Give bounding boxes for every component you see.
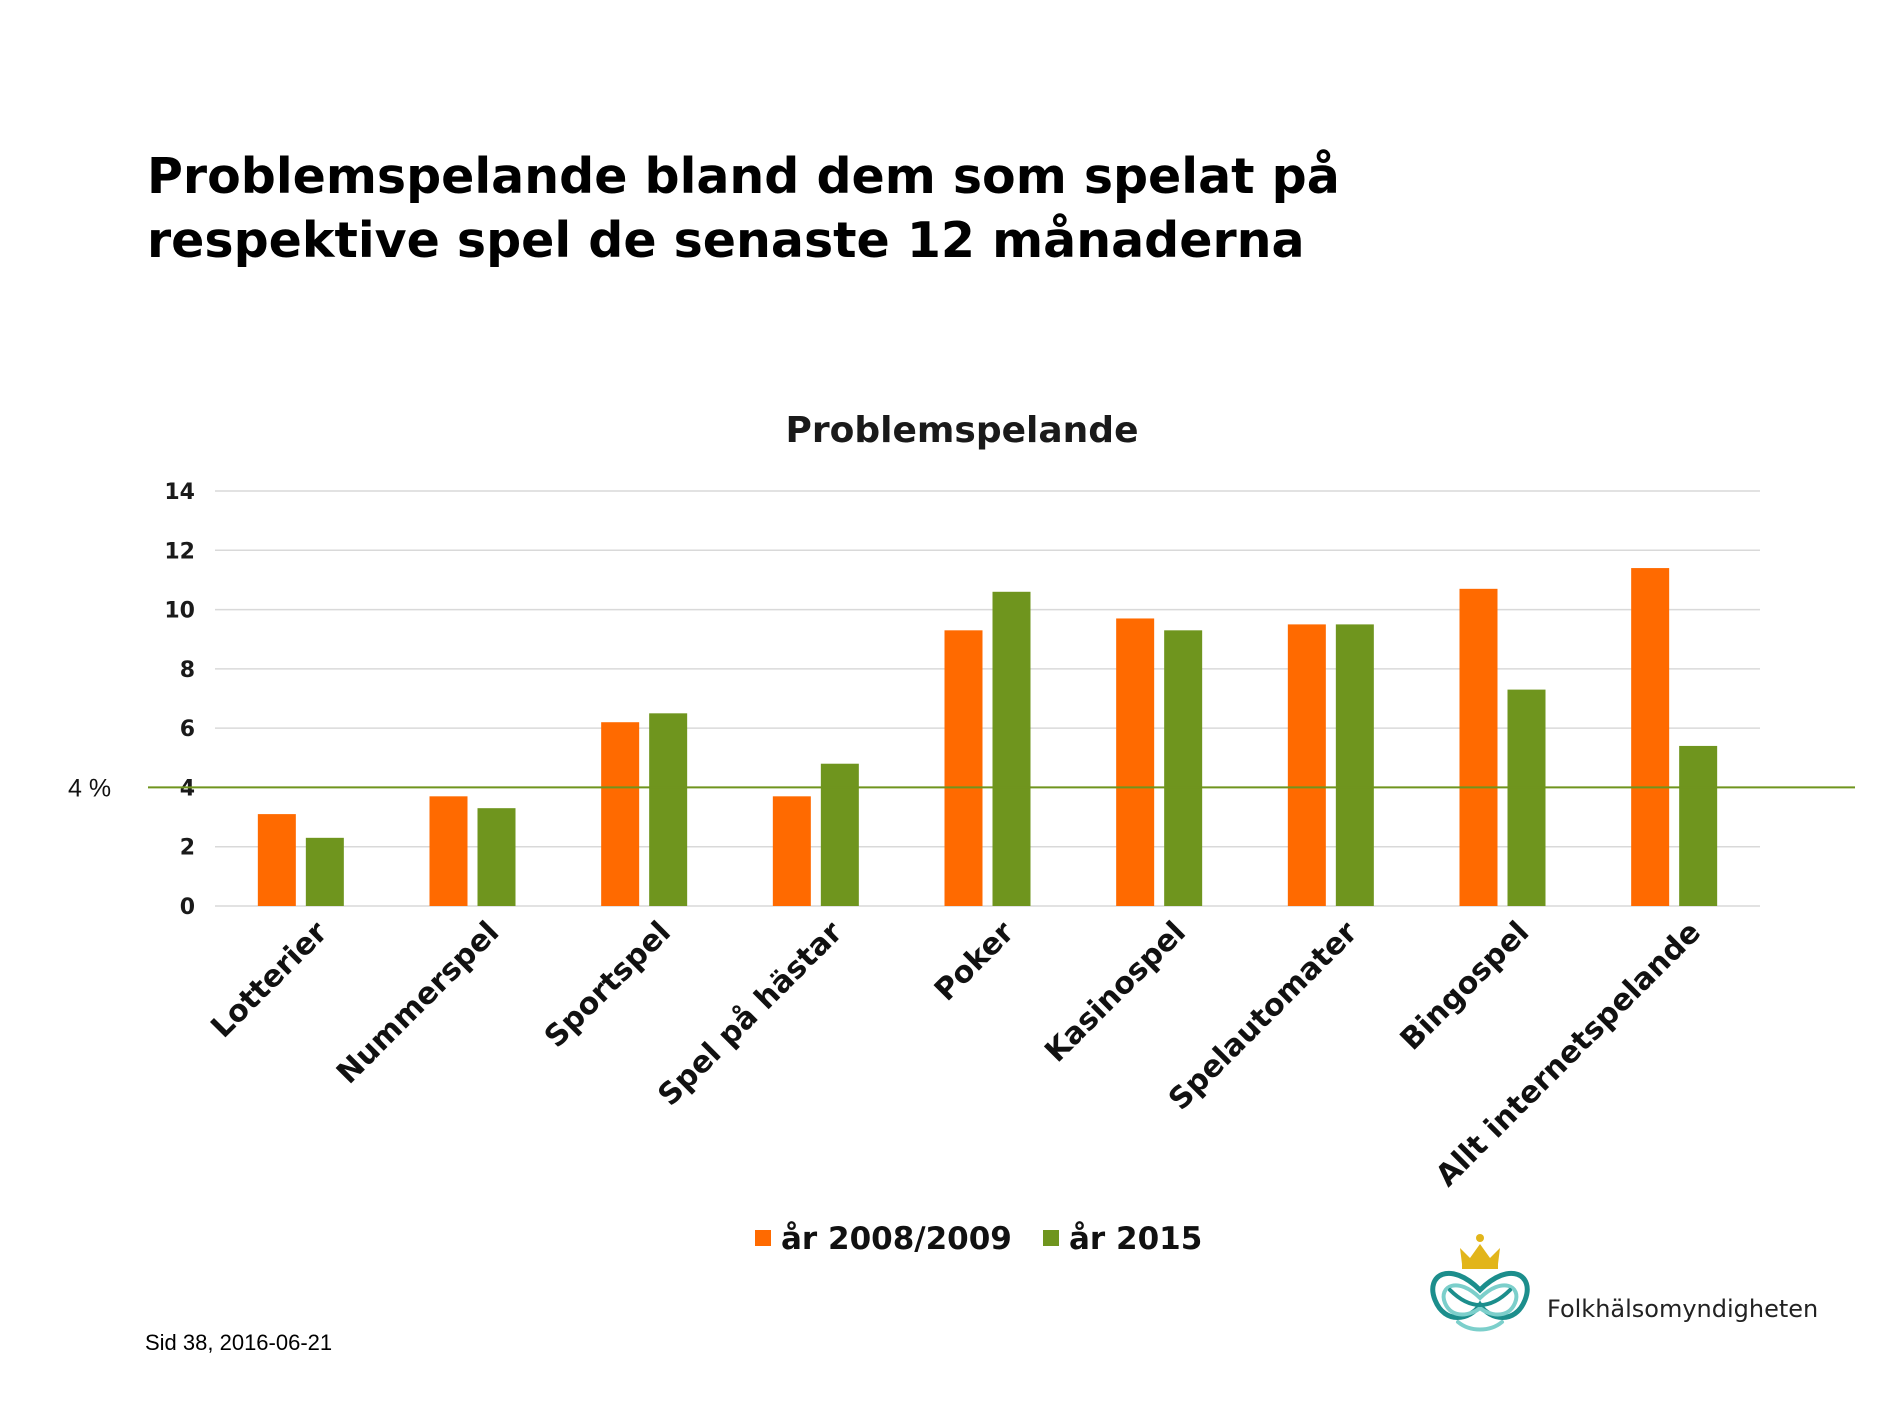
bar-2015 [1679,745,1718,906]
bar-2015 [305,837,344,906]
legend: år 2008/2009 år 2015 [755,1221,1202,1257]
heart-knot-icon [1430,1270,1530,1332]
y-tick-label: 4 [180,776,195,801]
y-tick-label: 6 [180,717,195,742]
bar-2008-2009 [772,796,811,906]
x-tick-label: Poker [928,915,1021,1008]
reference-line-label: 4 % [68,774,111,802]
legend-label: år 2008/2009 [781,1221,1012,1257]
bar-2015 [1507,689,1546,906]
legend-swatch [1043,1230,1059,1246]
y-tick-label: 14 [164,480,195,505]
y-tick-label: 2 [180,836,195,861]
bar-2008-2009 [601,722,640,906]
x-tick-label: Nummerspel [330,915,506,1091]
bar-2008-2009 [257,814,296,906]
bar-2008-2009 [944,630,983,906]
crown-icon [1460,1234,1500,1269]
bar-2008-2009 [1287,624,1326,906]
y-tick-label: 0 [180,895,195,920]
bar-2015 [820,763,859,906]
slide-title-line-2: respektive spel de senaste 12 månaderna [147,212,1305,269]
bar-2008-2009 [429,796,468,906]
bar-2015 [1335,624,1374,906]
y-tick-label: 12 [164,539,195,564]
crown-heart-logo [1430,1234,1530,1332]
bar-2015 [649,713,688,906]
y-tick-label: 8 [180,658,195,683]
slide-title: Problemspelande bland dem som spelat på … [147,145,1547,273]
x-tick-label: Spelautomater [1162,915,1365,1118]
y-tick-label: 10 [164,599,195,624]
chart-title: Problemspelande [786,410,1139,451]
x-tick-label: Sportspel [538,915,678,1055]
legend-label: år 2015 [1069,1221,1202,1257]
bar-2015 [1164,630,1203,906]
organization-name: Folkhälsomyndigheten [1547,1295,1819,1323]
bar-2015 [992,591,1031,906]
slide-title-line-1: Problemspelande bland dem som spelat på [147,148,1340,205]
x-tick-label: Bingospel [1394,915,1537,1058]
bar-2008-2009 [1116,618,1155,906]
bars [257,568,1718,906]
slide-footer: Sid 38, 2016-06-21 [145,1330,333,1355]
x-tick-label: Spel på hästar [651,914,850,1113]
reference-line-group: 4 % [68,774,1855,802]
bar-2015 [477,808,516,906]
x-tick-label: Kasinospel [1038,915,1193,1070]
x-tick-label: Lotterier [204,915,334,1045]
legend-swatch [755,1230,771,1246]
y-axis-tick-labels: 0 2 4 6 8 10 12 14 [164,480,195,920]
bar-2008-2009 [1459,588,1498,906]
bar-2008-2009 [1631,568,1670,906]
